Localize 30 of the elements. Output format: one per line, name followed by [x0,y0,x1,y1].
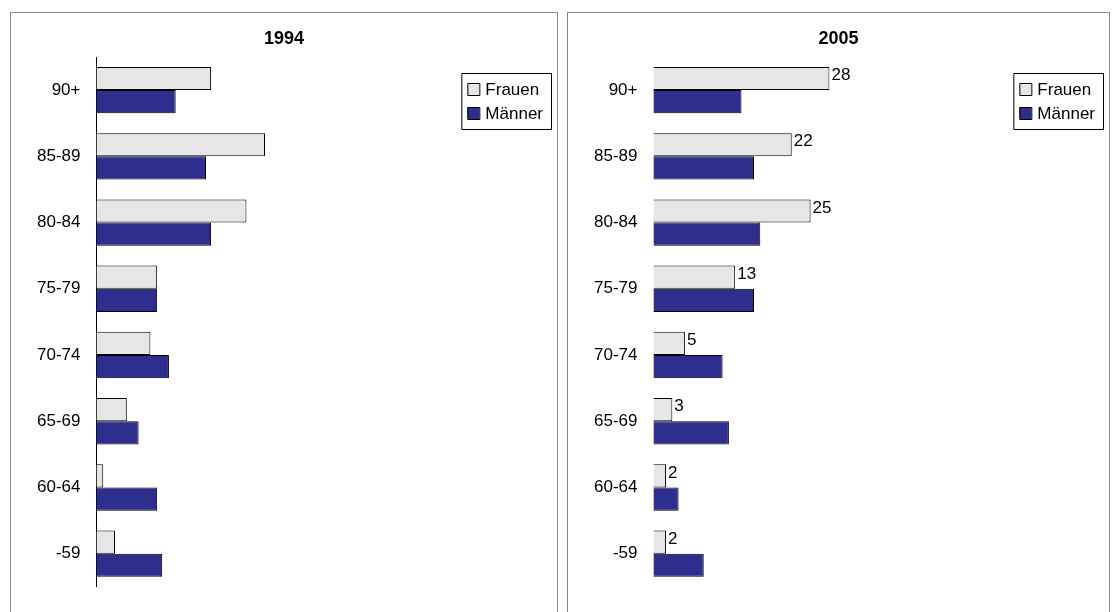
legend-label: Frauen [485,79,540,99]
chart-title: 1994 [263,27,305,48]
y-tick-label: 65-69 [37,410,81,430]
legend-label: Frauen [1037,79,1092,99]
y-tick-label: -59 [55,543,81,563]
data-label: 25 [812,197,832,217]
y-tick-label: 85-89 [594,146,638,166]
y-tick-label: 75-79 [37,278,81,298]
y-tick-label: 90+ [51,79,81,99]
y-tick-label: 80-84 [594,212,638,232]
data-label: 28 [831,65,851,85]
y-tick-label: 90+ [608,79,638,99]
y-tick-label: 65-69 [594,410,638,430]
y-tick-label: 75-79 [594,278,638,298]
data-label: 2 [668,528,678,548]
y-tick-label: 60-64 [594,477,638,497]
y-tick-label: 80-84 [37,212,81,232]
y-tick-label: 70-74 [594,344,638,364]
y-tick-label: 70-74 [37,344,81,364]
data-label: 5 [686,330,697,350]
data-label: 22 [793,131,813,151]
chart-title: 2005 [818,27,859,48]
legend-label: Männer [485,103,544,123]
data-label: 13 [737,263,757,283]
data-label: 3 [674,396,684,416]
legend-label: Männer [1037,103,1096,123]
y-tick-label: 85-89 [37,146,81,166]
y-tick-label: -59 [612,543,638,563]
data-label: 2 [668,462,678,482]
y-tick-label: 60-64 [37,477,81,497]
